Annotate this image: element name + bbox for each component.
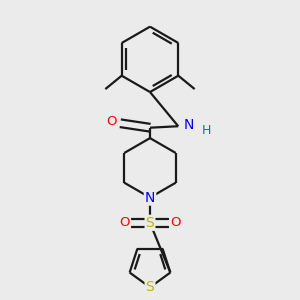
Text: S: S xyxy=(146,280,154,294)
Text: O: O xyxy=(119,216,130,229)
Text: O: O xyxy=(106,115,117,128)
Text: N: N xyxy=(145,190,155,205)
Text: S: S xyxy=(146,216,154,230)
Text: H: H xyxy=(202,124,211,137)
Text: O: O xyxy=(170,216,181,229)
Text: N: N xyxy=(184,118,194,132)
